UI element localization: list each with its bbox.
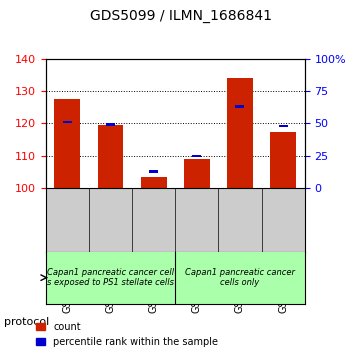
Bar <box>279 125 288 127</box>
Bar <box>270 132 296 188</box>
Text: Capan1 pancreatic cancer cell
s exposed to PS1 stellate cells: Capan1 pancreatic cancer cell s exposed … <box>47 268 174 287</box>
Text: Capan1 pancreatic cancer
cells only: Capan1 pancreatic cancer cells only <box>185 268 295 287</box>
Text: GDS5099 / ILMN_1686841: GDS5099 / ILMN_1686841 <box>90 9 271 23</box>
Bar <box>235 105 244 108</box>
Text: protocol: protocol <box>4 317 49 327</box>
Bar <box>97 125 123 188</box>
Bar <box>106 124 115 126</box>
Bar <box>227 78 253 188</box>
Bar <box>184 159 210 188</box>
Bar <box>192 155 201 157</box>
Bar <box>149 170 158 173</box>
Bar <box>141 177 167 188</box>
Bar <box>63 121 72 124</box>
Bar <box>55 99 81 188</box>
Legend: count, percentile rank within the sample: count, percentile rank within the sample <box>34 320 220 349</box>
